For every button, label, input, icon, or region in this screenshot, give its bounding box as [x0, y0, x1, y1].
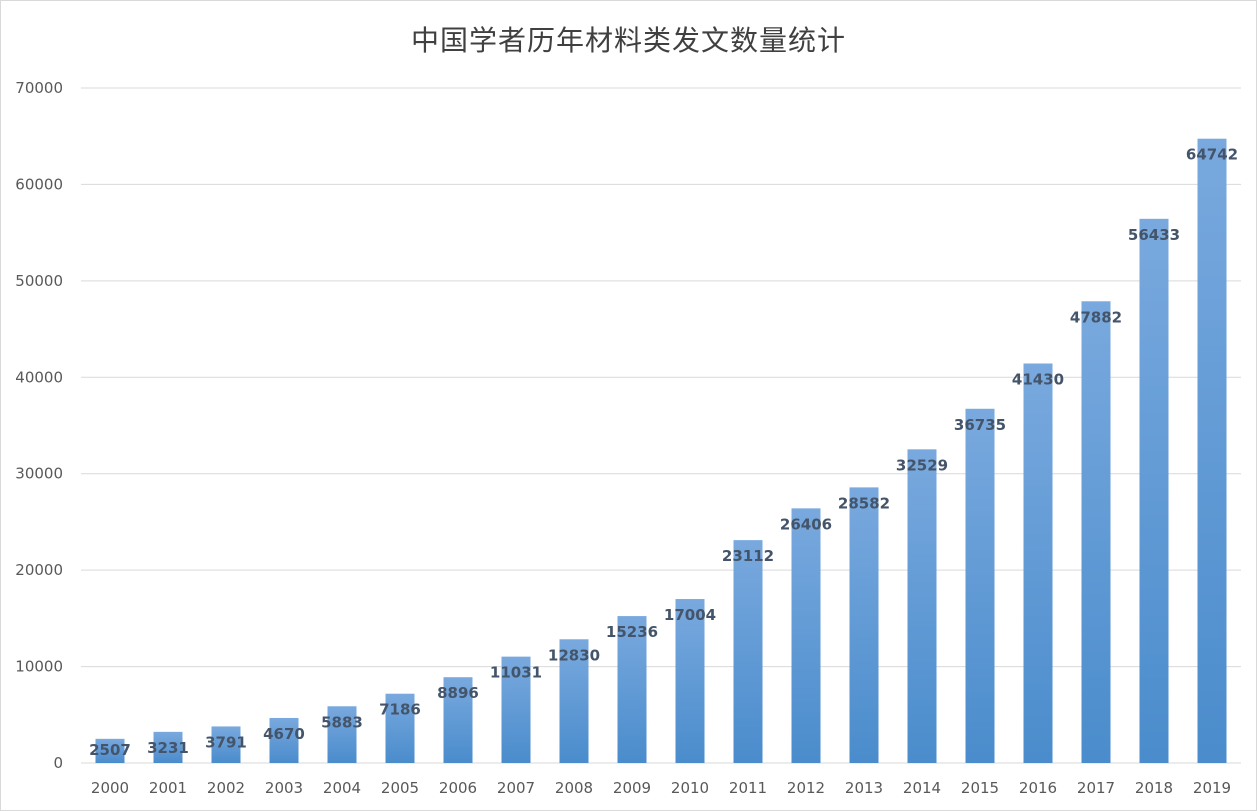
y-tick-label: 50000	[15, 272, 63, 290]
x-tick-label: 2010	[671, 779, 709, 797]
bar-2019	[1197, 138, 1227, 763]
data-label-2016: 41430	[1012, 370, 1064, 388]
data-label-2000: 2507	[89, 741, 131, 759]
bar-2006	[443, 677, 473, 763]
data-label-2012: 26406	[780, 515, 832, 533]
bar-2008	[559, 639, 589, 763]
bar-2016	[1023, 363, 1053, 763]
x-tick-label: 2019	[1193, 779, 1231, 797]
x-tick-label: 2007	[497, 779, 535, 797]
data-label-2006: 8896	[437, 684, 479, 702]
chart-title: 中国学者历年材料类发文数量统计	[410, 24, 846, 57]
y-tick-label: 70000	[15, 79, 63, 97]
bar-2004	[327, 706, 357, 763]
bar-2013	[849, 487, 879, 763]
data-label-2007: 11031	[490, 664, 542, 682]
x-tick-label: 2015	[961, 779, 999, 797]
x-tick-label: 2005	[381, 779, 419, 797]
y-tick-label: 40000	[15, 368, 63, 386]
data-label-2001: 3231	[147, 739, 189, 757]
data-label-2004: 5883	[321, 713, 363, 731]
bar-2003	[269, 717, 299, 763]
bar-2012	[791, 508, 821, 763]
data-label-2011: 23112	[722, 547, 774, 565]
x-tick-label: 2017	[1077, 779, 1115, 797]
x-tick-label: 2002	[207, 779, 245, 797]
bar-2015	[965, 408, 995, 763]
data-label-2010: 17004	[664, 606, 716, 624]
x-tick-label: 2009	[613, 779, 651, 797]
x-tick-label: 2016	[1019, 779, 1057, 797]
y-tick-label: 30000	[15, 465, 63, 483]
y-tick-label: 0	[53, 754, 63, 772]
x-tick-label: 2013	[845, 779, 883, 797]
x-axis-ticks: 2000 2001 2002 2003 2004 2005 2006 2007 2008 2009…	[91, 779, 1231, 797]
bar-2002	[211, 726, 241, 763]
data-label-2014: 32529	[896, 456, 948, 474]
bars	[95, 138, 1227, 763]
bar-2000	[95, 738, 125, 763]
x-tick-label: 2006	[439, 779, 477, 797]
y-tick-label: 60000	[15, 175, 63, 193]
bar-2017	[1081, 301, 1111, 763]
data-label-2005: 7186	[379, 701, 421, 719]
bar-2014	[907, 449, 937, 763]
data-labels: 2507 3231 3791 4670 5883 7186 8896 11031 12830 15…	[89, 146, 1238, 759]
bar-2001	[153, 731, 183, 763]
data-label-2008: 12830	[548, 646, 600, 664]
data-label-2009: 15236	[606, 623, 658, 641]
x-tick-label: 2008	[555, 779, 593, 797]
data-label-2015: 36735	[954, 416, 1006, 434]
y-axis-ticks: 0 10000 20000 30000 40000 50000 60000 70000	[15, 79, 63, 772]
x-tick-label: 2003	[265, 779, 303, 797]
bar-2007	[501, 656, 531, 763]
x-tick-label: 2018	[1135, 779, 1173, 797]
x-tick-label: 2001	[149, 779, 187, 797]
x-tick-label: 2014	[903, 779, 941, 797]
bar-2010	[675, 599, 705, 763]
data-label-2017: 47882	[1070, 308, 1122, 326]
gridlines	[81, 87, 1241, 764]
y-tick-label: 20000	[15, 561, 63, 579]
bar-2005	[385, 693, 415, 763]
data-label-2019: 64742	[1186, 146, 1238, 164]
bar-2011	[733, 540, 763, 763]
data-label-2002: 3791	[205, 733, 247, 751]
data-label-2013: 28582	[838, 494, 890, 512]
data-label-2003: 4670	[263, 725, 305, 743]
x-tick-label: 2012	[787, 779, 825, 797]
bar-2018	[1139, 218, 1169, 763]
x-tick-label: 2011	[729, 779, 767, 797]
y-tick-label: 10000	[15, 658, 63, 676]
x-tick-label: 2004	[323, 779, 361, 797]
bar-2009	[617, 616, 647, 763]
data-label-2018: 56433	[1128, 226, 1180, 244]
x-tick-label: 2000	[91, 779, 129, 797]
